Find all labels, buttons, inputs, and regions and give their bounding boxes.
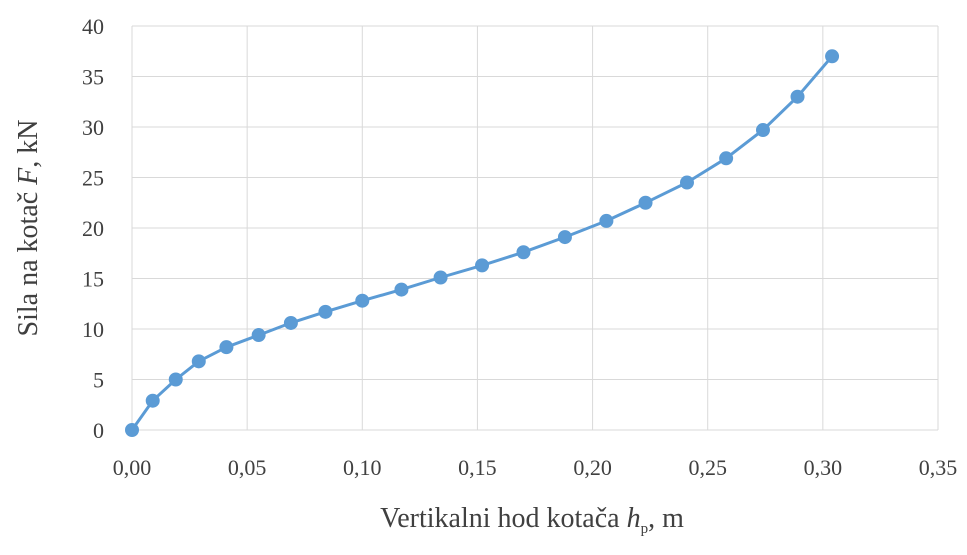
y-tick-label: 20 [82, 216, 104, 241]
data-point [145, 393, 160, 408]
x-tick-label: 0,35 [919, 455, 958, 480]
data-point [283, 315, 298, 330]
data-point [433, 270, 448, 285]
data-point [599, 213, 614, 228]
data-point [825, 49, 840, 64]
x-tick-label: 0,15 [458, 455, 497, 480]
x-tick-label: 0,25 [688, 455, 727, 480]
y-tick-label: 35 [82, 65, 104, 90]
data-point [168, 372, 183, 387]
data-point [638, 195, 653, 210]
x-tick-label: 0,30 [804, 455, 843, 480]
data-point [557, 230, 572, 245]
data-point [219, 340, 234, 355]
y-tick-label: 10 [82, 317, 104, 342]
y-tick-label: 5 [93, 368, 104, 393]
series-line [130, 55, 834, 431]
x-tick-label: 0,10 [343, 455, 382, 480]
data-point [679, 175, 694, 190]
gridlines [131, 25, 939, 431]
data-point [475, 258, 490, 273]
y-tick-label: 25 [82, 166, 104, 191]
data-point [394, 282, 409, 297]
data-point [516, 245, 531, 260]
data-point [251, 328, 266, 343]
x-tick-label: 0,00 [113, 455, 152, 480]
data-point [318, 304, 333, 319]
x-tick-label: 0,20 [573, 455, 612, 480]
x-axis-title: Vertikalni hod kotača hp, m [380, 503, 684, 537]
data-point [191, 354, 206, 369]
x-tick-label: 0,05 [228, 455, 267, 480]
x-tick-labels: 0,00 0,05 0,10 0,15 0,20 0,25 0,30 0,35 [113, 455, 958, 480]
series-group [125, 49, 840, 437]
data-point [125, 423, 139, 437]
y-tick-label: 30 [82, 115, 104, 140]
data-point [755, 123, 770, 138]
y-tick-label: 40 [82, 14, 104, 39]
y-tick-label: 15 [82, 267, 104, 292]
data-point [355, 293, 370, 308]
data-point [790, 89, 805, 104]
data-point [719, 151, 734, 166]
y-tick-label: 0 [93, 418, 104, 443]
y-axis-title: Sila na kotač F, kN [13, 120, 44, 337]
y-tick-labels: 0 5 10 15 20 25 30 35 40 [82, 14, 104, 443]
